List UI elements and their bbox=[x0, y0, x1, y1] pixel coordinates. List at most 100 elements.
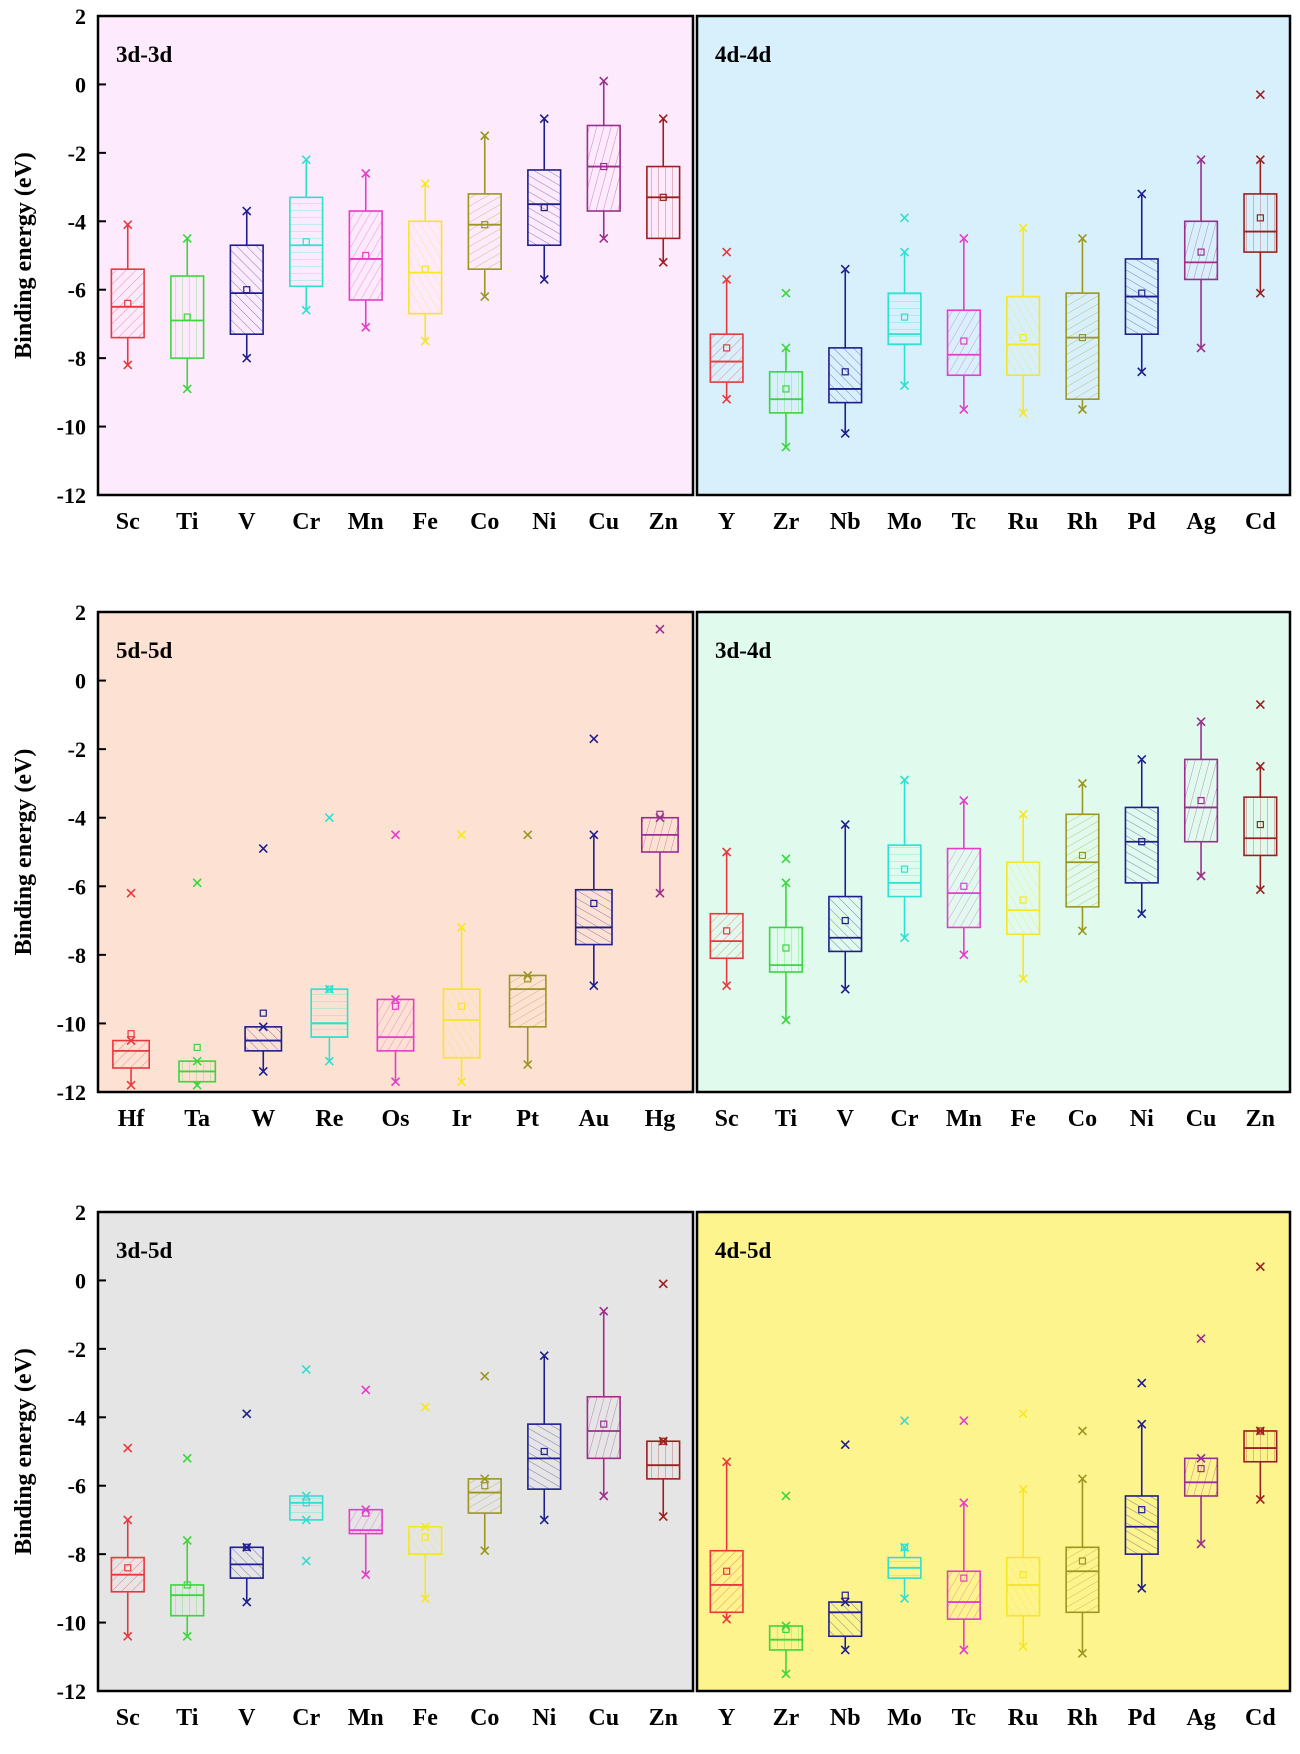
box-body bbox=[508, 974, 547, 1028]
x-tick-label: Ir bbox=[452, 1106, 472, 1132]
mean-marker bbox=[656, 810, 664, 818]
outlier-marker bbox=[324, 813, 334, 823]
box-body bbox=[229, 244, 264, 335]
box-body bbox=[170, 275, 205, 359]
whisker-cap bbox=[840, 820, 850, 830]
y-axis-label: Binding energy (eV) bbox=[11, 749, 37, 956]
box-Ni bbox=[527, 114, 562, 285]
x-tick-label: Ti bbox=[176, 1705, 199, 1731]
mean-marker bbox=[1019, 1571, 1027, 1579]
whisker-cap bbox=[781, 1669, 791, 1679]
mean-marker bbox=[183, 1581, 191, 1589]
x-tick-label: Mn bbox=[946, 1106, 982, 1132]
y-tick-label: -8 bbox=[68, 1542, 86, 1567]
box-Mn bbox=[348, 1505, 383, 1580]
mean-marker bbox=[243, 1543, 251, 1551]
box-body bbox=[1243, 1430, 1278, 1463]
panel-4d-5d: Y Zr Nb Mo Tc Ru Rh Pd Ag Cd 4d-5d bbox=[695, 1210, 1292, 1731]
x-tick-label: Pd bbox=[1128, 509, 1157, 535]
y-tick-label: -6 bbox=[68, 278, 86, 303]
panel-frame bbox=[96, 610, 695, 1094]
mean-marker bbox=[421, 1533, 429, 1541]
mean-marker bbox=[841, 368, 849, 376]
box-Cr bbox=[289, 155, 324, 315]
x-tick-label: Cd bbox=[1245, 509, 1276, 535]
outlier-marker bbox=[420, 1402, 430, 1412]
whisker-cap bbox=[840, 984, 850, 994]
x-tick-label: Zr bbox=[773, 1705, 800, 1731]
whisker-cap bbox=[539, 1351, 549, 1361]
mean-marker bbox=[1197, 248, 1205, 256]
x-tick-label: Co bbox=[1068, 1106, 1097, 1132]
whisker-cap bbox=[539, 114, 549, 124]
x-tick-label: Zr bbox=[773, 509, 800, 535]
box-body bbox=[709, 1549, 744, 1614]
box-body bbox=[1065, 292, 1100, 400]
whisker-cap bbox=[123, 1631, 133, 1641]
box-Fe bbox=[408, 1522, 443, 1604]
outlier-marker bbox=[457, 830, 467, 840]
mean-marker bbox=[723, 344, 731, 352]
whisker-cap bbox=[1018, 223, 1028, 233]
whisker-cap bbox=[655, 888, 665, 898]
box-body bbox=[442, 988, 481, 1059]
mean-marker bbox=[183, 313, 191, 321]
x-tick-label: Tc bbox=[952, 509, 977, 535]
outlier-marker bbox=[781, 1491, 791, 1501]
x-tick-label: Au bbox=[578, 1106, 609, 1132]
outlier-marker bbox=[182, 1453, 192, 1463]
whisker-cap bbox=[959, 1645, 969, 1655]
whisker-cap bbox=[1077, 926, 1088, 936]
box-body bbox=[170, 1584, 205, 1617]
mean-marker bbox=[325, 985, 333, 993]
panel-frame bbox=[695, 1210, 1292, 1693]
panel-background bbox=[98, 16, 693, 495]
whisker-cap bbox=[182, 233, 192, 243]
whisker-cap bbox=[126, 1080, 136, 1090]
whisker-cap bbox=[1137, 189, 1147, 199]
panel-frame bbox=[695, 610, 1292, 1094]
box-Cd bbox=[1243, 155, 1278, 298]
x-tick-label: Co bbox=[470, 1705, 499, 1731]
whisker-cap bbox=[1137, 1583, 1147, 1593]
box-Re bbox=[310, 984, 349, 1066]
box-body bbox=[348, 210, 383, 301]
mean-marker bbox=[960, 1574, 968, 1582]
box-Y bbox=[709, 274, 744, 404]
outlier-marker bbox=[126, 888, 136, 898]
box-body bbox=[1006, 861, 1041, 936]
box-Mn bbox=[348, 168, 383, 332]
whisker-cap bbox=[1018, 809, 1028, 819]
box-body bbox=[709, 912, 744, 960]
whisker-cap bbox=[324, 1056, 334, 1066]
box-body bbox=[1065, 813, 1100, 908]
box-Co bbox=[467, 1474, 502, 1556]
y-axis-label: Binding energy (eV) bbox=[11, 1348, 37, 1555]
whisker-cap bbox=[722, 1457, 732, 1467]
whisker-cap bbox=[1255, 155, 1265, 165]
whisker-cap bbox=[959, 404, 969, 415]
whisker-cap bbox=[589, 830, 599, 840]
y-tick-label: 2 bbox=[75, 4, 86, 29]
x-tick-label: Tc bbox=[952, 1705, 977, 1731]
box-body bbox=[229, 1546, 264, 1579]
x-tick-label: Sc bbox=[116, 509, 140, 535]
x-tick-label: Ti bbox=[176, 509, 199, 535]
outlier-marker bbox=[899, 1416, 910, 1426]
box-body bbox=[946, 309, 981, 377]
box-body bbox=[376, 998, 415, 1052]
whisker-cap bbox=[1255, 885, 1265, 895]
whisker-cap bbox=[781, 442, 791, 452]
whisker-cap bbox=[1018, 1641, 1028, 1652]
outlier-marker bbox=[1077, 1426, 1088, 1436]
box-Tc bbox=[946, 1498, 981, 1655]
outlier-marker bbox=[242, 1409, 252, 1419]
box-Zn bbox=[1243, 761, 1278, 895]
whisker-cap bbox=[301, 305, 311, 315]
outlier-marker bbox=[899, 213, 910, 223]
box-body bbox=[110, 268, 145, 339]
box-body bbox=[467, 1478, 502, 1514]
mean-marker bbox=[1078, 334, 1087, 342]
box-Cu bbox=[586, 1306, 621, 1501]
